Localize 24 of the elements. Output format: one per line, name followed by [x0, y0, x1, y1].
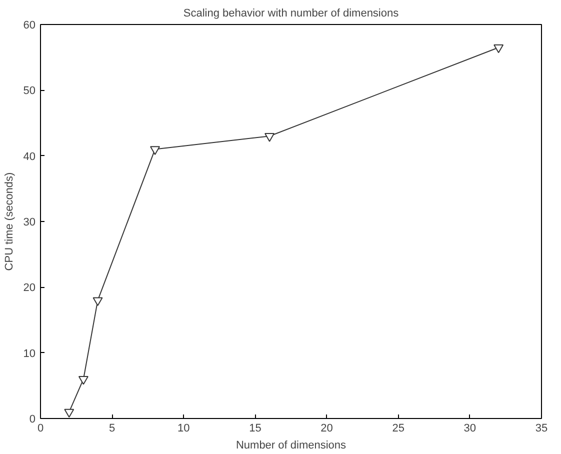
chart-title: Scaling behavior with number of dimensions	[183, 8, 400, 20]
x-axis-title: Number of dimensions	[236, 440, 347, 452]
x-tick-label: 10	[178, 422, 190, 434]
y-axis-title: CPU time (seconds)	[3, 172, 16, 271]
point	[494, 44, 504, 54]
point	[78, 376, 88, 385]
y-tick-label: 60	[23, 20, 36, 32]
x-tick-label: 35	[535, 422, 548, 434]
x-tick-label: 20	[320, 422, 333, 434]
x-tick-label: 0	[37, 422, 44, 434]
x-tick-label: 30	[464, 422, 476, 434]
y-tick-label: 30	[23, 216, 36, 228]
x-tick-label: 25	[392, 422, 404, 434]
point	[150, 146, 160, 155]
x-tick-label: 5	[109, 422, 116, 434]
y-tick-label: 10	[23, 348, 36, 360]
x-tick-label: 15	[249, 422, 262, 434]
y-tick-label: 40	[23, 150, 36, 163]
point	[92, 297, 103, 306]
y-tick-label: 20	[23, 282, 36, 294]
point	[64, 408, 74, 418]
point	[264, 133, 275, 142]
y-tick-label: 50	[23, 85, 36, 98]
y-tick-label: 0	[29, 414, 36, 426]
